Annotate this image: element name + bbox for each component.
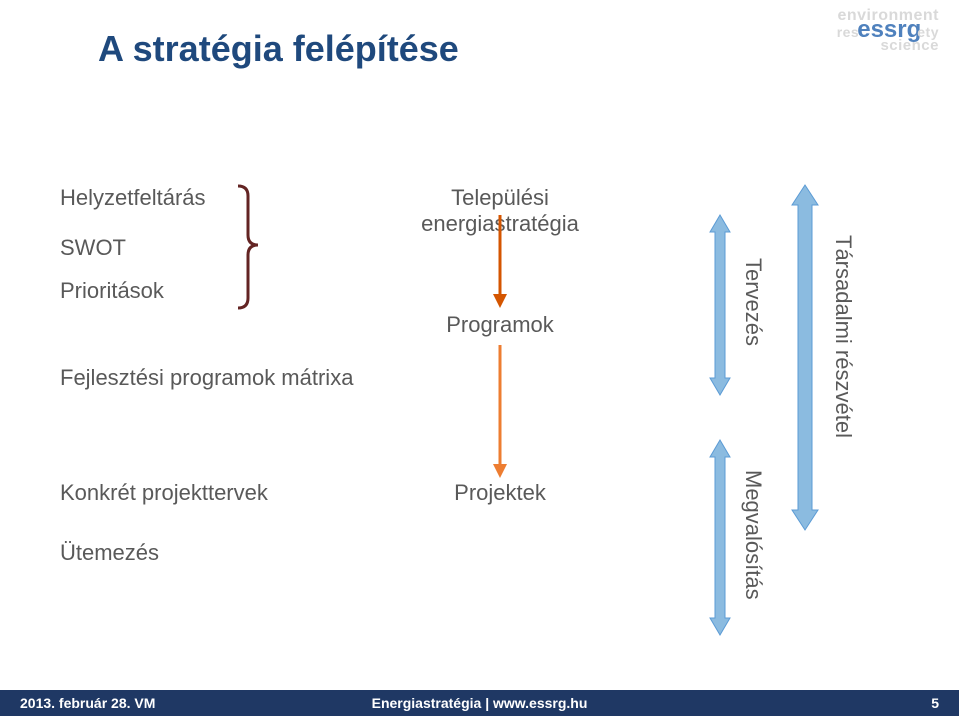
slide-title: A stratégia felépítése — [98, 28, 459, 70]
blue-arrow-tervezes — [710, 215, 730, 395]
footer-right: 5 — [931, 695, 939, 711]
left-item-swot: SWOT — [60, 235, 126, 261]
left-item-prioritasok: Prioritások — [60, 278, 164, 304]
logo-bg-3: science — [837, 38, 939, 53]
footer-center: Energiastratégia | www.essrg.hu — [372, 695, 588, 711]
footer-left: 2013. február 28. VM — [20, 695, 155, 711]
orange-arrow-2 — [493, 345, 507, 478]
left-item-helyzet: Helyzetfeltárás — [60, 185, 206, 211]
blue-arrow-tarsadalmi — [792, 185, 818, 530]
footer-bar: 2013. február 28. VM Energiastratégia | … — [0, 690, 959, 716]
vlabel-megvalositas: Megvalósítás — [740, 470, 766, 600]
logo: environment res essrg ety science — [837, 8, 939, 53]
logo-bg-res: res — [837, 25, 860, 39]
center-item-projektek: Projektek — [370, 480, 630, 506]
blue-arrow-megvalositas — [710, 440, 730, 635]
center-item-programok: Programok — [370, 312, 630, 338]
vlabel-tervezes: Tervezés — [740, 258, 766, 346]
center-item-telepulesi: Települési energiastratégia — [370, 185, 630, 237]
diagram-svg — [0, 0, 959, 716]
left-item-fejlesztesi: Fejlesztési programok mátrixa — [60, 365, 353, 391]
bracket-path — [238, 186, 258, 308]
left-item-utemezes: Ütemezés — [60, 540, 159, 566]
vlabel-tarsadalmi: Társadalmi részvétel — [830, 235, 856, 438]
left-item-konkret: Konkrét projekttervek — [60, 480, 268, 506]
